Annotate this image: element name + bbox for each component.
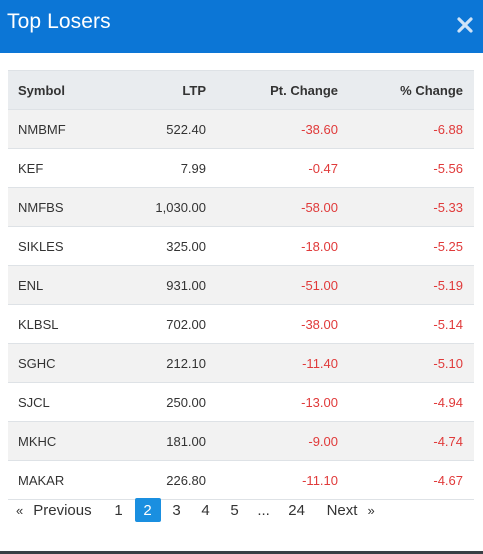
ltp-cell: 212.10 <box>166 355 206 371</box>
pagination: « Previous 1 2 3 4 5 ... 24 Next » <box>8 497 375 523</box>
next-arrow-icon[interactable]: » <box>367 502 375 518</box>
symbol-cell: NMBMF <box>18 121 66 137</box>
symbol-cell: SJCL <box>18 394 50 410</box>
previous-button[interactable]: Previous <box>33 501 92 519</box>
symbol-cell: ENL <box>18 277 44 293</box>
ltp-cell: 522.40 <box>166 121 206 137</box>
bottom-divider <box>0 551 483 554</box>
column-header-pct-change: % Change <box>346 70 474 110</box>
table-row[interactable]: MKHC 181.00 -9.00 -4.74 <box>8 421 474 461</box>
column-header-ltp: LTP <box>114 70 214 110</box>
column-header-pt-change: Pt. Change <box>214 70 346 110</box>
table-row[interactable]: NMBMF 522.40 -38.60 -6.88 <box>8 109 474 149</box>
column-header-symbol: Symbol <box>8 70 114 110</box>
pt-change-cell: -11.10 <box>302 472 338 488</box>
table-header-row: Symbol LTP Pt. Change % Change <box>8 70 474 110</box>
pt-change-cell: -38.60 <box>301 121 338 137</box>
page-2-button[interactable]: 2 <box>134 498 161 522</box>
pt-change-cell: -38.00 <box>301 316 338 332</box>
symbol-cell: SIKLES <box>18 238 64 254</box>
close-icon[interactable] <box>456 13 474 35</box>
ltp-cell: 702.00 <box>166 316 206 332</box>
symbol-cell: NMFBS <box>18 199 64 215</box>
ltp-cell: 1,030.00 <box>155 199 206 215</box>
pct-change-cell: -5.56 <box>433 160 463 176</box>
page-1-button[interactable]: 1 <box>114 501 123 519</box>
ltp-cell: 226.80 <box>166 472 206 488</box>
pct-change-cell: -4.94 <box>433 394 463 410</box>
page-last-button[interactable]: 24 <box>288 501 305 519</box>
pct-change-cell: -5.10 <box>433 355 463 371</box>
symbol-cell: MKHC <box>18 433 57 449</box>
ltp-cell: 250.00 <box>166 394 206 410</box>
page-3-button[interactable]: 3 <box>172 501 181 519</box>
pt-change-cell: -13.00 <box>301 394 338 410</box>
pct-change-cell: -5.33 <box>433 199 463 215</box>
symbol-cell: MAKAR <box>18 472 65 488</box>
symbol-cell: KLBSL <box>18 316 59 332</box>
pct-change-cell: -5.19 <box>433 277 463 293</box>
pct-change-cell: -6.88 <box>433 121 463 137</box>
previous-arrow-icon[interactable]: « <box>16 502 24 518</box>
pt-change-cell: -0.47 <box>308 160 338 176</box>
pct-change-cell: -4.67 <box>433 472 463 488</box>
pct-change-cell: -5.14 <box>433 316 463 332</box>
table-row[interactable]: SGHC 212.10 -11.40 -5.10 <box>8 343 474 383</box>
table-row[interactable]: KLBSL 702.00 -38.00 -5.14 <box>8 304 474 344</box>
losers-table-container: Symbol LTP Pt. Change % Change NMBMF 522.… <box>8 70 474 500</box>
ltp-cell: 181.00 <box>166 433 206 449</box>
ltp-cell: 931.00 <box>166 277 206 293</box>
next-button[interactable]: Next <box>326 501 358 519</box>
pt-change-cell: -18.00 <box>301 238 338 254</box>
pt-change-cell: -11.40 <box>302 355 338 371</box>
pt-change-cell: -9.00 <box>308 433 338 449</box>
page-5-button[interactable]: 5 <box>230 501 239 519</box>
table-row[interactable]: MAKAR 226.80 -11.10 -4.67 <box>8 460 474 500</box>
page-4-button[interactable]: 4 <box>201 501 210 519</box>
pct-change-cell: -4.74 <box>433 433 463 449</box>
pt-change-cell: -58.00 <box>301 199 338 215</box>
symbol-cell: SGHC <box>18 355 56 371</box>
table-row[interactable]: SIKLES 325.00 -18.00 -5.25 <box>8 226 474 266</box>
table-row[interactable]: KEF 7.99 -0.47 -5.56 <box>8 148 474 188</box>
modal-title: Top Losers <box>7 10 111 33</box>
pt-change-cell: -51.00 <box>301 277 338 293</box>
table-row[interactable]: ENL 931.00 -51.00 -5.19 <box>8 265 474 305</box>
table-row[interactable]: SJCL 250.00 -13.00 -4.94 <box>8 382 474 422</box>
ltp-cell: 325.00 <box>166 238 206 254</box>
losers-table: Symbol LTP Pt. Change % Change NMBMF 522.… <box>8 70 474 500</box>
modal-header: Top Losers <box>0 0 483 53</box>
symbol-cell: KEF <box>18 160 44 176</box>
pagination-ellipsis: ... <box>257 501 270 519</box>
table-row[interactable]: NMFBS 1,030.00 -58.00 -5.33 <box>8 187 474 227</box>
pct-change-cell: -5.25 <box>433 238 463 254</box>
ltp-cell: 7.99 <box>180 160 206 176</box>
